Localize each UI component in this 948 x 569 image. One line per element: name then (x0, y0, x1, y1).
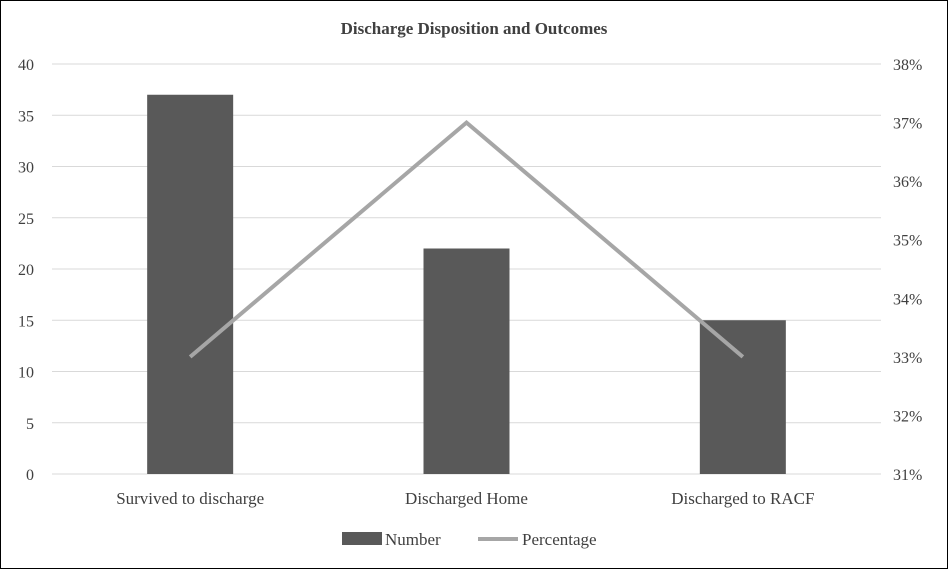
line-series-percentage (188, 119, 745, 359)
x-tick-label: Discharged to RACF (671, 489, 814, 508)
bar (147, 94, 234, 474)
legend-swatch-number (342, 532, 382, 545)
y-right-tick-label: 37% (893, 116, 922, 133)
y-left-tick-label: 5 (26, 416, 34, 433)
bar-series-number (147, 94, 786, 474)
y-left-tick-label: 15 (18, 313, 34, 330)
y-left-tick-label: 25 (18, 211, 34, 228)
legend-label-number: Number (385, 530, 441, 549)
y-left-tick-label: 20 (18, 262, 34, 279)
x-axis: Survived to discharge Discharged Home Disc… (116, 489, 814, 508)
y-right-tick-label: 32% (893, 408, 922, 425)
y-axis-left: 0 5 10 15 20 25 30 35 40 (18, 57, 34, 484)
y-left-tick-label: 0 (26, 467, 34, 484)
legend: Number Percentage (342, 530, 597, 549)
y-right-tick-label: 34% (893, 291, 922, 308)
y-right-tick-label: 35% (893, 233, 922, 250)
bar (423, 248, 510, 474)
y-left-tick-label: 30 (18, 160, 34, 177)
y-right-tick-label: 38% (893, 57, 922, 74)
chart-title: Discharge Disposition and Outcomes (341, 19, 608, 38)
line-path (188, 119, 745, 359)
y-right-tick-label: 31% (893, 467, 922, 484)
y-right-tick-label: 33% (893, 350, 922, 367)
y-left-tick-label: 10 (18, 365, 34, 382)
y-left-tick-label: 35 (18, 108, 34, 125)
y-right-tick-label: 36% (893, 174, 922, 191)
x-tick-label: Discharged Home (405, 489, 528, 508)
x-tick-label: Survived to discharge (116, 489, 264, 508)
bar (699, 320, 786, 474)
legend-label-percentage: Percentage (522, 530, 597, 549)
y-axis-right: 31% 32% 33% 34% 35% 36% 37% 38% (893, 57, 922, 484)
y-left-tick-label: 40 (18, 57, 34, 74)
